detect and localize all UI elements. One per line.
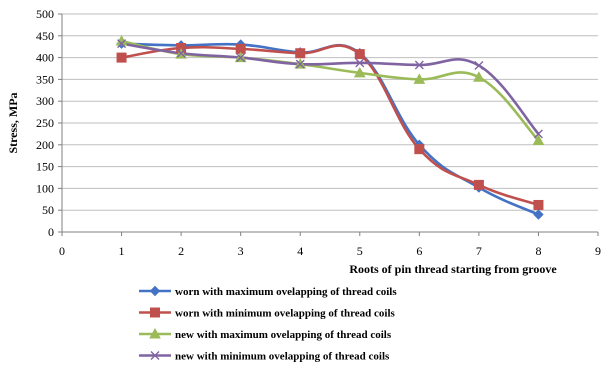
data-point-series-3: [532, 134, 545, 145]
axes: [58, 13, 599, 236]
legend-item-2: worn with minimum ovelapping of thread c…: [139, 307, 396, 320]
data-point-series-4: [236, 53, 246, 63]
data-point-series-2: [295, 48, 306, 59]
data-point-series-3: [473, 71, 485, 82]
legend-item-1: worn with maximum ovelapping of thread c…: [139, 285, 397, 298]
legend-label: new with maximum ovelapping of thread co…: [175, 329, 392, 341]
y-tick-label: 450: [36, 29, 54, 43]
x-tick-label: 2: [178, 244, 184, 258]
legend-label: worn with minimum ovelapping of thread c…: [175, 308, 396, 320]
x-tick-label: 3: [238, 244, 244, 258]
data-point-series-4: [414, 60, 424, 70]
legend-item-4: new with minimum ovelapping of thread co…: [139, 351, 390, 363]
x-tick-label: 8: [535, 244, 541, 258]
legend-swatch-marker: [149, 327, 161, 339]
y-axis-title: Stress, MPa: [6, 92, 20, 153]
data-point-series-3: [353, 66, 366, 78]
legend: worn with maximum ovelapping of thread c…: [139, 285, 397, 363]
x-tick-label: 9: [595, 244, 601, 258]
y-tick-label: 350: [36, 72, 54, 86]
data-point-series-1: [533, 209, 544, 220]
x-tick-label: 6: [416, 244, 422, 258]
y-tick-label: 500: [36, 7, 54, 21]
data-point-series-4: [295, 59, 305, 69]
data-point-series-2: [116, 52, 127, 63]
data-point-series-4: [355, 58, 365, 68]
legend-swatch-marker-stroke: [150, 351, 160, 360]
y-tick-label: 400: [36, 51, 54, 65]
data-point-series-4-stroke: [176, 48, 186, 58]
legend-swatch-marker: [150, 351, 160, 360]
data-point-series-4: [533, 129, 543, 139]
series-line-2: [121, 44, 539, 207]
data-point-series-4-stroke: [533, 129, 543, 139]
data-point-series-4-stroke: [295, 59, 305, 69]
y-tick-label: 300: [36, 94, 54, 108]
x-tick-label: 4: [297, 244, 303, 258]
data-point-series-4: [117, 39, 127, 49]
tick-labels: 0 50 100 150 200 250 300 350 400 450 500 0 1 2 3 4 5 6 7 8 9: [36, 7, 601, 258]
series-markers: [115, 35, 545, 220]
data-point-series-3: [413, 73, 426, 84]
legend-label: worn with maximum ovelapping of thread c…: [175, 286, 397, 298]
data-point-series-4-stroke: [474, 60, 484, 70]
data-point-series-2: [533, 199, 544, 210]
legend-label: new with minimum ovelapping of thread co…: [175, 351, 390, 363]
data-point-series-4-stroke: [414, 60, 424, 70]
gridlines: [62, 13, 598, 211]
legend-item-3: new with maximum ovelapping of thread co…: [139, 327, 392, 341]
y-tick-label: 250: [36, 116, 54, 130]
data-point-series-4: [176, 48, 186, 58]
x-tick-label: 7: [476, 244, 482, 258]
data-point-series-2: [354, 49, 365, 60]
legend-swatch-marker: [149, 285, 161, 297]
y-tick-label: 50: [42, 203, 54, 217]
data-point-series-4: [474, 60, 484, 70]
data-point-series-4-stroke: [236, 53, 246, 63]
data-point-series-2: [473, 179, 484, 190]
legend-swatch-marker: [150, 307, 160, 318]
y-tick-label: 150: [36, 160, 54, 174]
y-tick-label: 200: [36, 138, 54, 152]
y-tick-label: 100: [36, 181, 54, 195]
x-tick-label: 0: [59, 244, 65, 258]
y-tick-label: 0: [48, 225, 54, 239]
data-point-series-2: [414, 144, 425, 155]
data-point-series-4-stroke: [117, 39, 127, 49]
x-tick-label: 5: [357, 244, 363, 258]
data-point-series-4-stroke: [355, 58, 365, 68]
x-axis-title: Roots of pin thread starting from groove: [349, 262, 557, 276]
x-tick-label: 1: [119, 244, 125, 258]
